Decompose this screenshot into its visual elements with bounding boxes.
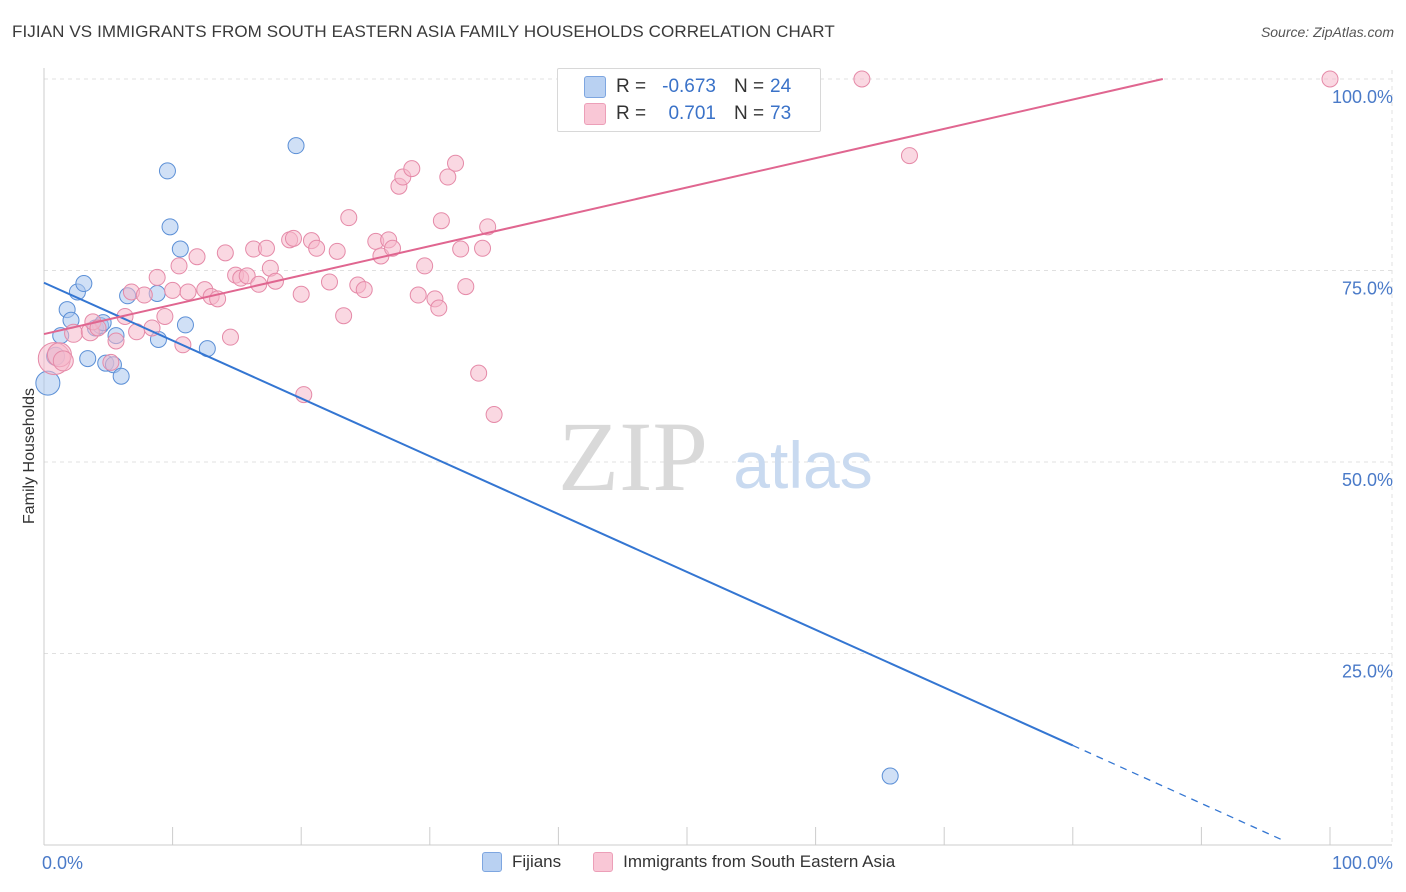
x-tick-label: 100.0% — [1332, 853, 1393, 873]
sea-point — [107, 332, 125, 350]
tick-labels: 100.0% 75.0% 50.0% 25.0% 0.0% 100.0% — [42, 87, 1393, 873]
sea-point — [164, 281, 182, 299]
sea-point — [89, 319, 107, 337]
trend-lines — [43, 78, 1286, 842]
sea-point — [403, 160, 421, 178]
y-tick-label: 75.0% — [1342, 279, 1393, 299]
sea-point — [439, 168, 457, 186]
sea-r-value: 0.701 — [668, 103, 716, 124]
fijians-point — [881, 767, 899, 785]
fijians-swatch — [584, 76, 606, 98]
sea-point — [102, 353, 120, 371]
fijians-legend-label: Fijians — [512, 852, 562, 871]
fijians-trend-line-extension — [1072, 744, 1286, 842]
sea-point — [457, 278, 475, 296]
sea-point — [447, 154, 465, 172]
fijians-point — [287, 137, 305, 155]
sea-point — [170, 257, 188, 275]
x-tick-label: 0.0% — [42, 853, 83, 873]
axes — [43, 68, 1392, 846]
fijians-point — [161, 218, 179, 236]
sea-legend-swatch — [593, 852, 614, 872]
sea-point — [409, 286, 427, 304]
sea-point — [308, 239, 326, 257]
sea-point — [221, 328, 239, 346]
fijians-point — [176, 316, 194, 334]
fijians-n-value: 24 — [770, 76, 792, 97]
n-label: N = — [734, 76, 765, 97]
watermark: ZIP atlas — [558, 401, 873, 512]
sea-point — [52, 350, 74, 372]
fijians-point — [112, 367, 130, 385]
sea-point — [257, 239, 275, 257]
watermark-zip: ZIP — [558, 401, 708, 512]
sea-point — [853, 70, 871, 88]
n-label: N = — [734, 103, 765, 124]
fijians-legend-swatch — [482, 852, 502, 872]
r-label: R = — [616, 103, 647, 124]
sea-point — [432, 212, 450, 230]
sea-point — [430, 299, 448, 317]
fijians-r-value: -0.673 — [662, 76, 716, 97]
sea-point — [900, 147, 918, 165]
sea-point — [452, 240, 470, 258]
sea-point — [284, 229, 302, 247]
sea-swatch — [584, 103, 606, 125]
fijians-point — [75, 275, 93, 293]
sea-point — [470, 364, 488, 382]
sea-n-value: 73 — [770, 103, 792, 124]
sea-point — [416, 257, 434, 275]
chart-title: FIJIAN VS IMMIGRANTS FROM SOUTH EASTERN … — [12, 22, 835, 41]
fijians-point — [171, 240, 189, 258]
bottom-legend: Fijians Immigrants from South Eastern As… — [482, 852, 927, 872]
sea-point — [1321, 70, 1339, 88]
sea-point — [485, 406, 503, 424]
sea-point — [216, 244, 234, 262]
legend-item-sea[interactable]: Immigrants from South Eastern Asia — [593, 852, 895, 872]
sea-point — [179, 283, 197, 301]
sea-point — [384, 239, 402, 257]
r-label: R = — [616, 76, 647, 97]
sea-point — [328, 242, 346, 260]
sea-point — [340, 209, 358, 227]
gridlines — [44, 70, 1393, 845]
sea-point — [148, 268, 166, 286]
fijians-point — [158, 162, 176, 180]
sea-point — [320, 273, 338, 291]
fijians-trend-line — [43, 281, 1074, 747]
sea-point — [292, 285, 310, 303]
sea-point — [335, 307, 353, 325]
sea-point — [355, 281, 373, 299]
chart-source: Source: ZipAtlas.com — [1260, 24, 1394, 40]
sea-point — [188, 248, 206, 266]
sea-point — [135, 286, 153, 304]
fijians-point — [79, 350, 97, 368]
sea-point — [474, 239, 492, 257]
y-tick-label: 50.0% — [1342, 470, 1393, 490]
sea-legend-label: Immigrants from South Eastern Asia — [623, 852, 896, 871]
sea-trend-line — [43, 78, 1164, 336]
y-tick-label: 100.0% — [1332, 87, 1393, 107]
sea-point — [479, 218, 497, 236]
sea-point — [238, 267, 256, 285]
y-tick-label: 25.0% — [1342, 662, 1393, 682]
legend-item-fijians[interactable]: Fijians — [482, 852, 561, 872]
stats-legend: R = -0.673 N = 24 R = 0.701 N = 73 — [557, 68, 821, 132]
sea-point — [156, 307, 174, 325]
watermark-atlas: atlas — [733, 428, 872, 502]
